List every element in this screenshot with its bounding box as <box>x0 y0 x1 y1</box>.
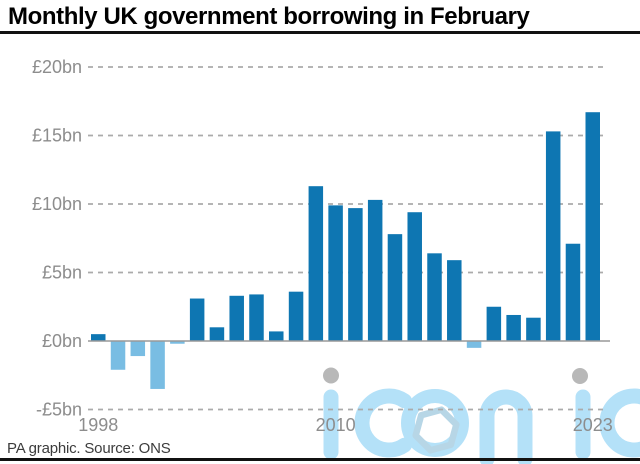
bar-2022 <box>565 243 581 341</box>
bar-2014 <box>407 212 422 341</box>
bar-2007 <box>269 331 284 341</box>
source-attribution: PA graphic. Source: ONS <box>7 440 171 457</box>
bar-2004 <box>209 327 225 341</box>
bar-2001 <box>150 341 165 389</box>
bar-2011 <box>348 208 363 341</box>
ytick-label: £0bn <box>42 331 82 351</box>
bar-1999 <box>110 341 126 370</box>
bar-2013 <box>387 234 403 341</box>
xtick-label-2023: 2023 <box>573 415 613 435</box>
ytick-label: -£5bn <box>36 400 82 420</box>
ytick-label: £10bn <box>32 194 82 214</box>
bar-2020 <box>526 317 541 341</box>
bar-2005 <box>229 295 244 341</box>
ytick-label: £15bn <box>32 126 82 146</box>
bar-2023 <box>585 112 600 342</box>
bar-2015 <box>427 253 442 341</box>
ytick-label: £20bn <box>32 57 82 77</box>
bar-series <box>91 112 600 389</box>
xtick-label-2010: 2010 <box>316 415 356 435</box>
watermark-i-dot <box>572 368 588 384</box>
iconic-watermark <box>323 367 640 464</box>
bar-2012 <box>367 199 383 341</box>
chart-title: Monthly UK government borrowing in Febru… <box>8 3 530 30</box>
bar-2019 <box>506 314 521 341</box>
bar-2018 <box>486 306 502 341</box>
bar-1998 <box>91 334 106 341</box>
bar-2010 <box>328 205 343 341</box>
xaxis-year-labels: 1998 2010 2023 <box>78 415 613 435</box>
bar-2003 <box>189 298 205 341</box>
bar-2008 <box>288 291 304 341</box>
gridlines-and-yaxis: £20bn £15bn £10bn £5bn £0bn -£5bn <box>32 57 608 420</box>
xtick-label-1998: 1998 <box>78 415 118 435</box>
ytick-label: £5bn <box>42 263 82 283</box>
bar-2006 <box>249 294 264 341</box>
bar-2000 <box>130 341 146 357</box>
watermark-i-dot <box>323 367 339 384</box>
bar-2021 <box>545 131 561 341</box>
bar-2009 <box>308 186 324 341</box>
bar-2016 <box>447 260 462 341</box>
bar-2017 <box>466 341 482 348</box>
title-divider-line <box>0 31 640 34</box>
bottom-divider-line <box>0 458 640 461</box>
bar-2002 <box>170 341 185 344</box>
